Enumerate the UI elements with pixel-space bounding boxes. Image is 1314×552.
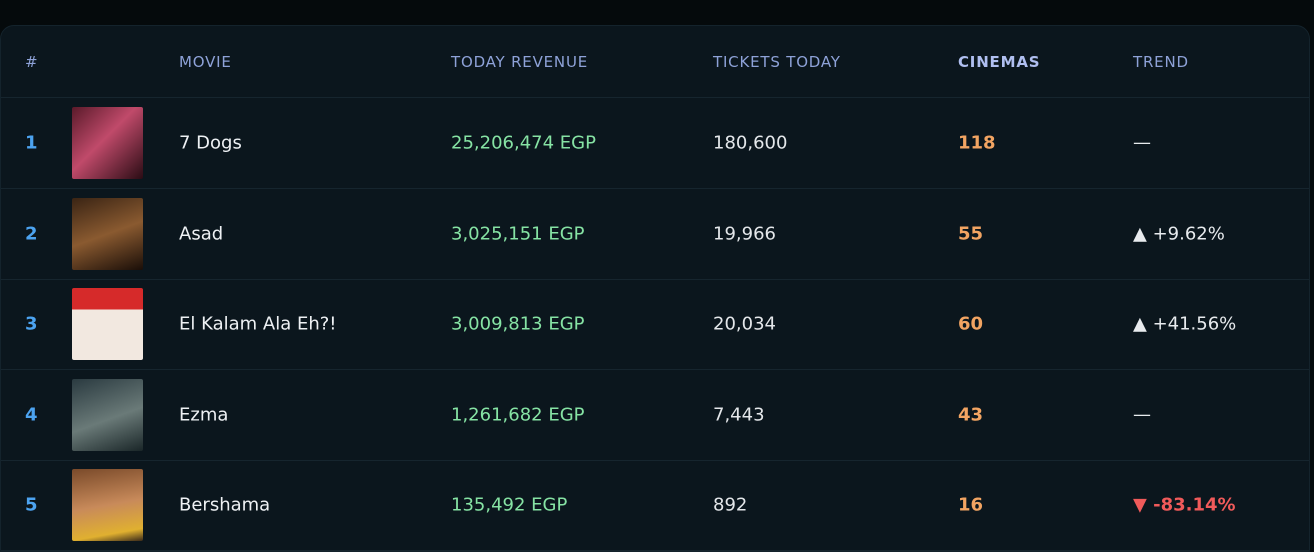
movie-title: Asad (179, 223, 224, 245)
table-row: 1 7 Dogs 25,206,474 EGP 180,600 118 — (1, 98, 1309, 189)
trend: ▲ +41.56% (1133, 313, 1237, 335)
revenue: 3,009,813 EGP (451, 313, 585, 335)
header-row: # MOVIE TODAY REVENUE TICKETS TODAY CINEMAS T… (1, 26, 1309, 98)
table-row: 2 Asad 3,025,151 EGP 19,966 55 ▲ +9.62% (1, 189, 1309, 280)
movie-title: 7 Dogs (179, 132, 242, 154)
table-row: 5 Bershama 135,492 EGP 892 16 ▼ -83.14% (1, 460, 1309, 551)
column-header: CINEMAS (958, 52, 1041, 71)
column-header: # (25, 52, 39, 71)
revenue: 1,261,682 EGP (451, 404, 585, 426)
rank: 3 (25, 313, 38, 335)
movie-title: Bershama (179, 494, 271, 516)
revenue: 25,206,474 EGP (451, 132, 596, 154)
trend: ▼ -83.14% (1133, 494, 1236, 516)
cinemas: 118 (958, 132, 996, 154)
cinemas: 60 (958, 313, 984, 335)
tickets: 19,966 (713, 223, 776, 245)
cinemas: 43 (958, 404, 984, 426)
movie-title: Ezma (179, 404, 229, 426)
rank: 4 (25, 404, 38, 426)
movie-poster (72, 107, 143, 179)
tickets: 7,443 (713, 404, 765, 426)
revenue: 3,025,151 EGP (451, 223, 585, 245)
table-row: 3 El Kalam Ala Eh?! 3,009,813 EGP 20,034 60 ▲… (1, 279, 1309, 371)
movie-poster (72, 378, 143, 451)
trend: — (1133, 404, 1151, 426)
tickets: 892 (713, 494, 748, 516)
rank: 2 (25, 223, 38, 245)
revenue: 135,492 EGP (451, 494, 568, 516)
table-row: 4 Ezma 1,261,682 EGP 7,443 43 — (1, 370, 1309, 461)
cinemas: 55 (958, 223, 984, 245)
rank: 1 (25, 132, 38, 154)
movie-poster (72, 469, 143, 542)
trend: ▲ +9.62% (1133, 223, 1225, 245)
movie-poster (72, 288, 143, 361)
box-office-table: # MOVIE TODAY REVENUE TICKETS TODAY CINEMAS T… (0, 25, 1310, 552)
column-header: TICKETS TODAY (713, 52, 841, 71)
column-header: TREND (1133, 52, 1189, 71)
cinemas: 16 (958, 494, 984, 516)
rank: 5 (25, 494, 38, 516)
tickets: 20,034 (713, 313, 776, 335)
trend: — (1133, 132, 1151, 154)
column-header: TODAY REVENUE (451, 52, 588, 71)
movie-poster (72, 197, 143, 270)
column-header: MOVIE (179, 52, 232, 71)
movie-title: El Kalam Ala Eh?! (179, 313, 337, 335)
tickets: 180,600 (713, 132, 788, 154)
